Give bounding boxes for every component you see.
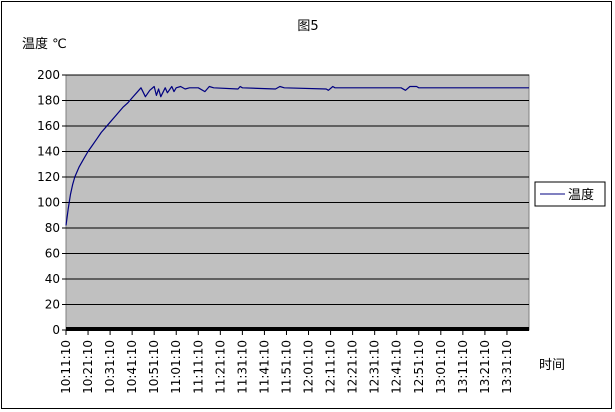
x-tick-label: 10:51:10 <box>147 340 161 394</box>
x-tick-label: 11:21:10 <box>213 340 227 394</box>
x-tick-label: 11:41:10 <box>257 340 271 394</box>
x-tick-label: 12:21:10 <box>346 340 360 394</box>
y-tick-label: 40 <box>45 272 60 286</box>
x-tick-label: 11:31:10 <box>235 340 249 394</box>
y-tick-label: 140 <box>37 145 60 159</box>
y-tick-label: 80 <box>45 221 60 235</box>
x-axis-label: 时间 <box>539 358 565 373</box>
y-tick-label: 60 <box>45 247 60 261</box>
x-tick-label: 10:31:10 <box>103 340 117 394</box>
x-tick-label: 10:11:10 <box>59 340 73 394</box>
x-tick-label: 12:01:10 <box>302 340 316 394</box>
y-tick-label: 100 <box>37 196 60 210</box>
x-tick-label: 10:41:10 <box>125 340 139 394</box>
x-tick-label: 12:11:10 <box>324 340 338 394</box>
x-tick-label: 11:51:10 <box>279 340 293 394</box>
x-tick-label: 13:11:10 <box>456 340 470 394</box>
grid-lines <box>66 74 529 305</box>
y-axis-label: 温度 ℃ <box>22 36 67 52</box>
legend-entry-label: 温度 <box>568 187 594 203</box>
x-tick-label: 12:41:10 <box>390 340 404 394</box>
x-tick-label: 10:21:10 <box>81 340 95 394</box>
x-tick-label: 11:01:10 <box>169 340 183 394</box>
legend: 温度 <box>534 181 606 207</box>
y-tick-label: 120 <box>37 170 60 184</box>
x-tick-label: 13:21:10 <box>478 340 492 394</box>
chart-title: 图5 <box>297 19 318 34</box>
x-axis-line <box>66 327 529 331</box>
x-tick-label: 12:51:10 <box>412 340 426 394</box>
y-tick-label: 0 <box>52 323 60 337</box>
y-tick-label: 160 <box>37 119 60 133</box>
x-tick-label: 12:31:10 <box>368 340 382 394</box>
y-tick-labels: 0 20 40 60 80 100 120 140 160 180 200 <box>37 68 66 337</box>
x-tick-label: 13:01:10 <box>434 340 448 394</box>
x-tick-labels: 10:11:10 10:21:10 10:31:10 10:41:10 10:51:10… <box>59 330 514 394</box>
y-tick-label: 20 <box>45 298 60 312</box>
x-tick-label: 13:31:10 <box>500 340 514 394</box>
series-line-0 <box>65 85 529 226</box>
y-tick-label: 200 <box>37 68 60 82</box>
x-tick-label: 11:11:10 <box>191 340 205 394</box>
series-group <box>65 85 529 226</box>
y-tick-label: 180 <box>37 94 60 108</box>
